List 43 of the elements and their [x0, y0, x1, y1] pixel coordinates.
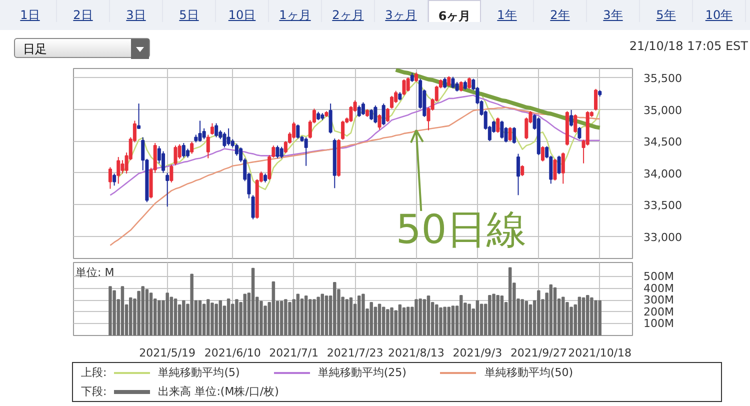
y-tick-label: 35,500 — [644, 72, 682, 85]
text: 日足 — [23, 41, 47, 58]
text: 10年 — [693, 0, 746, 22]
text: 3年 — [587, 0, 640, 22]
text: 6ヶ月 — [428, 0, 481, 23]
y-tick-label: 400M — [644, 282, 674, 295]
text: 1年 — [481, 0, 534, 22]
x-tick-label: 2021/8/13 — [388, 346, 444, 360]
y-tick-label: 33,500 — [644, 199, 682, 212]
y-tick-label: 35,000 — [644, 104, 682, 117]
text: 2日 — [57, 0, 110, 22]
y-tick-label: 34,500 — [644, 136, 682, 149]
legend-label: 単純移動平均(5) — [158, 366, 240, 379]
legend-title: 下段: — [81, 385, 107, 398]
x-tick-label: 2021/9/27 — [510, 346, 567, 360]
x-tick-label: 2021/6/10 — [204, 346, 261, 360]
text: 2ヶ月 — [322, 0, 375, 22]
annotation: 50日線 — [396, 206, 527, 253]
legend-title: 上段: — [81, 366, 107, 379]
x-tick-label: 2021/7/1 — [269, 346, 319, 360]
text: 5日 — [163, 0, 216, 22]
text: 5年 — [640, 0, 693, 22]
legend-label: 出来高 単位:(M株/口/枚) — [158, 385, 279, 398]
y-tick-label: 34,000 — [644, 167, 682, 180]
y-tick-label: 100M — [644, 317, 674, 330]
text: 1日 — [4, 0, 57, 22]
x-tick-label: 2021/9/3 — [452, 346, 502, 360]
text: 2年 — [534, 0, 587, 22]
x-tick-label: 2021/7/23 — [326, 346, 384, 360]
text: 21/10/18 17:05 EST — [629, 38, 748, 55]
y-tick-label: 33,000 — [644, 230, 682, 244]
text: 1ヶ月 — [269, 0, 322, 22]
y-tick-label: 200M — [644, 305, 674, 318]
legend-label: 単純移動平均(50) — [484, 366, 573, 379]
annotation: 単位: M — [76, 266, 114, 280]
y-tick-label: 300M — [644, 294, 674, 307]
text: 10日 — [216, 0, 269, 22]
legend-label: 単純移動平均(25) — [318, 366, 406, 379]
x-tick-label: 2021/10/18 — [568, 346, 632, 360]
y-tick-label: 500M — [644, 270, 674, 284]
text: 3日 — [110, 0, 163, 22]
text: 3ヶ月 — [375, 0, 428, 22]
x-tick-label: 2021/5/19 — [139, 346, 196, 360]
